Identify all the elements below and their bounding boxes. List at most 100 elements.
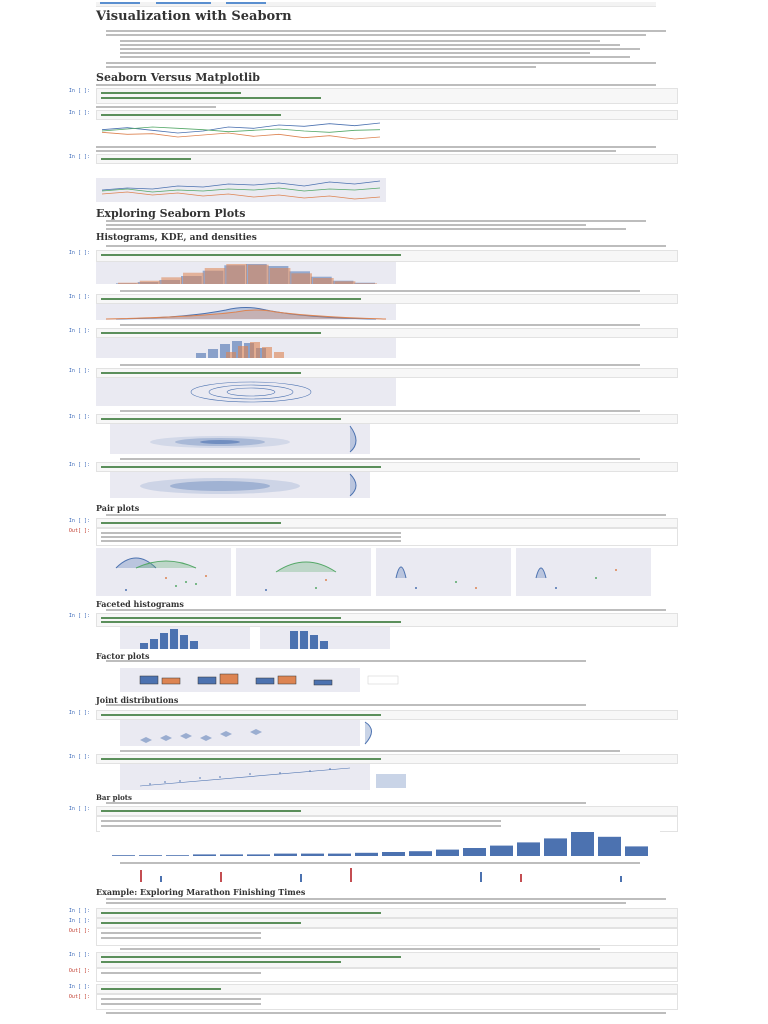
jointplot-tips-chart: [120, 720, 380, 746]
code-cell[interactable]: [96, 88, 678, 104]
page-title: Visualization with Seaborn: [96, 9, 292, 24]
bar: [544, 838, 567, 856]
output-table: [96, 528, 678, 546]
kde-contour-chart: [96, 378, 396, 406]
input-prompt: In [ ]:: [68, 806, 90, 812]
bar: [328, 853, 351, 856]
series-line: [101, 122, 381, 134]
input-prompt: In [ ]:: [68, 462, 90, 468]
output-table: [96, 928, 678, 946]
series-line: [101, 126, 381, 133]
bar: [490, 845, 513, 856]
kde-chart: [96, 304, 396, 320]
histogram-bar: [334, 281, 356, 284]
series-line: [101, 180, 381, 191]
bar: [193, 854, 216, 856]
bar: [463, 848, 486, 856]
bar: [220, 854, 243, 856]
bar: [625, 846, 648, 856]
histogram-bar: [356, 283, 377, 284]
section-heading-marathon-example: Example: Exploring Marathon Finishing Ti…: [96, 887, 306, 897]
bar: [436, 849, 459, 856]
bar: [247, 854, 270, 856]
input-prompt: In [ ]:: [68, 754, 90, 760]
output-prompt: Out[ ]:: [68, 994, 90, 1000]
code-cell[interactable]: [96, 918, 678, 928]
histogram-bar: [226, 264, 247, 284]
code-cell[interactable]: [96, 806, 678, 816]
section-heading-faceted-histograms: Faceted histograms: [96, 599, 184, 609]
bar: [166, 855, 189, 856]
input-prompt: In [ ]:: [68, 328, 90, 334]
section-heading-joint-distributions: Joint distributions: [96, 695, 179, 705]
pairplot-grid: [96, 548, 676, 596]
code-cell[interactable]: [96, 462, 678, 472]
histogram-chart: [96, 262, 396, 284]
input-prompt: In [ ]:: [68, 908, 90, 914]
bar-chart: [100, 830, 660, 856]
section-heading-histograms: Histograms, KDE, and densities: [96, 233, 257, 243]
nav-link-next[interactable]: [226, 2, 266, 4]
code-cell[interactable]: [96, 250, 678, 262]
jointplot-reg-chart: [120, 764, 410, 790]
bar: [517, 842, 540, 856]
series-line: [101, 187, 381, 193]
series-line: [101, 131, 381, 140]
section-heading-factor-plots: Factor plots: [96, 651, 150, 661]
nav-link-contents[interactable]: [156, 2, 211, 4]
nav-link-prev[interactable]: [100, 2, 140, 4]
code-cell[interactable]: [96, 294, 678, 304]
bar: [112, 855, 135, 856]
input-prompt: In [ ]:: [68, 88, 90, 94]
input-prompt: In [ ]:: [68, 154, 90, 160]
faceted-histograms: [120, 627, 400, 649]
code-cell[interactable]: [96, 952, 678, 968]
section-heading-bar-plots: Bar plots: [96, 793, 132, 802]
output-table: [96, 968, 678, 982]
line-chart-seaborn: [96, 178, 386, 202]
code-cell[interactable]: [96, 110, 678, 120]
histogram-bar: [139, 280, 161, 284]
code-cell[interactable]: [96, 908, 678, 918]
histogram-bar: [313, 278, 334, 284]
top-navigation: [96, 2, 656, 7]
input-prompt: In [ ]:: [68, 710, 90, 716]
histogram-bar: [183, 272, 204, 284]
bar: [598, 836, 621, 856]
input-prompt: In [ ]:: [68, 518, 90, 524]
input-prompt: In [ ]:: [68, 613, 90, 619]
input-prompt: In [ ]:: [68, 984, 90, 990]
input-prompt: In [ ]:: [68, 294, 90, 300]
input-prompt: In [ ]:: [68, 918, 90, 924]
histogram-bar: [269, 268, 291, 284]
code-cell[interactable]: [96, 414, 678, 424]
output-prompt: Out[ ]:: [68, 928, 90, 934]
code-cell[interactable]: [96, 518, 678, 528]
code-cell[interactable]: [96, 754, 678, 764]
bar-chart-by-method: [100, 866, 660, 882]
code-cell[interactable]: [96, 710, 678, 720]
code-cell[interactable]: [96, 984, 678, 994]
bar: [571, 832, 594, 856]
bar: [301, 853, 324, 856]
section-heading-exploring-plots: Exploring Seaborn Plots: [96, 207, 246, 220]
jointplot-hex-chart: [110, 472, 370, 498]
bar: [382, 852, 405, 856]
section-heading-pair-plots: Pair plots: [96, 503, 140, 513]
code-cell[interactable]: [96, 613, 678, 627]
input-prompt: In [ ]:: [68, 952, 90, 958]
histogram-bar: [291, 273, 312, 284]
input-prompt: In [ ]:: [68, 110, 90, 116]
bar: [274, 853, 297, 856]
code-cell[interactable]: [96, 154, 678, 164]
code-cell[interactable]: [96, 368, 678, 378]
bar: [139, 855, 162, 856]
jointplot-kde-chart: [110, 424, 370, 454]
output-table: [96, 994, 678, 1010]
code-cell[interactable]: [96, 328, 678, 338]
distplot-chart: [96, 338, 396, 358]
section-heading-seaborn-vs-matplotlib: Seaborn Versus Matplotlib: [96, 71, 260, 84]
output-prompt: Out[ ]:: [68, 528, 90, 534]
histogram-bar: [248, 264, 269, 284]
